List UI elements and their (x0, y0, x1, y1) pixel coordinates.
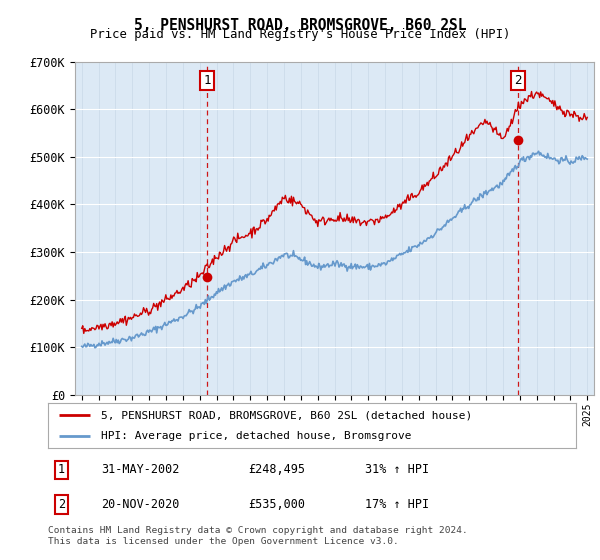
Text: 1: 1 (203, 74, 211, 87)
Text: 31-MAY-2002: 31-MAY-2002 (101, 464, 179, 477)
Text: 20-NOV-2020: 20-NOV-2020 (101, 498, 179, 511)
Text: 1: 1 (58, 464, 65, 477)
Text: Contains HM Land Registry data © Crown copyright and database right 2024.
This d: Contains HM Land Registry data © Crown c… (48, 526, 468, 546)
Text: 5, PENSHURST ROAD, BROMSGROVE, B60 2SL (detached house): 5, PENSHURST ROAD, BROMSGROVE, B60 2SL (… (101, 410, 472, 421)
Text: 2: 2 (58, 498, 65, 511)
Text: £535,000: £535,000 (248, 498, 305, 511)
Text: 5, PENSHURST ROAD, BROMSGROVE, B60 2SL: 5, PENSHURST ROAD, BROMSGROVE, B60 2SL (134, 18, 466, 33)
Text: 31% ↑ HPI: 31% ↑ HPI (365, 464, 429, 477)
Text: 2: 2 (514, 74, 522, 87)
Text: HPI: Average price, detached house, Bromsgrove: HPI: Average price, detached house, Brom… (101, 431, 412, 441)
Text: 17% ↑ HPI: 17% ↑ HPI (365, 498, 429, 511)
Text: £248,495: £248,495 (248, 464, 305, 477)
Text: Price paid vs. HM Land Registry's House Price Index (HPI): Price paid vs. HM Land Registry's House … (90, 28, 510, 41)
